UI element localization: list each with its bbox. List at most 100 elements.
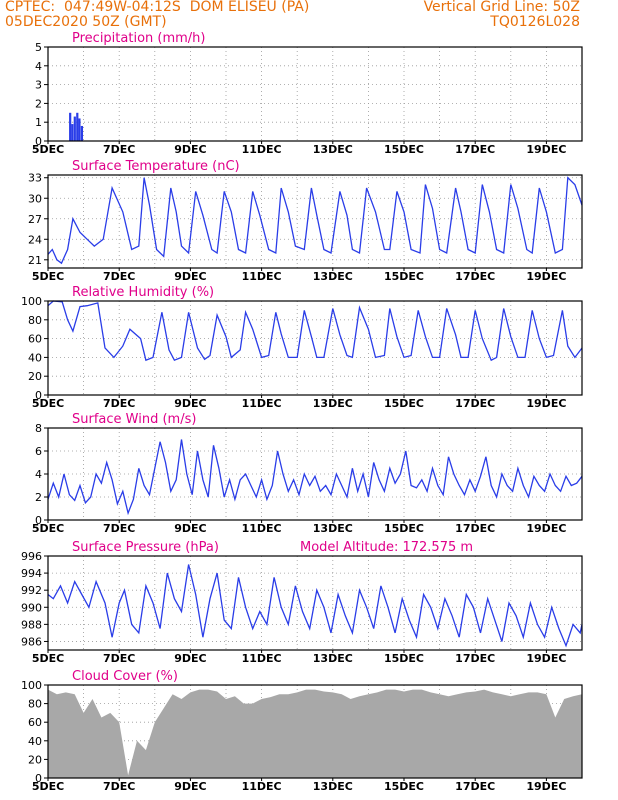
panel-title: Relative Humidity (%) — [72, 285, 214, 300]
x-tick-label: 15DEC — [384, 780, 424, 793]
y-tick-label: 30 — [28, 192, 42, 205]
precip-bar — [76, 112, 79, 141]
y-tick-label: 40 — [28, 735, 42, 748]
y-tick-label: 992 — [21, 584, 42, 597]
x-tick-label: 5DEC — [32, 270, 64, 283]
x-tick-label: 17DEC — [455, 780, 495, 793]
x-tick-label: 19DEC — [526, 270, 566, 283]
grid-line-label: Vertical Grid Line: 50Z — [423, 0, 580, 15]
x-tick-label: 19DEC — [526, 143, 566, 156]
x-tick-label: 19DEC — [526, 397, 566, 410]
x-tick-label: 13DEC — [313, 397, 353, 410]
x-tick-label: 13DEC — [313, 522, 353, 535]
x-tick-label: 11DEC — [242, 270, 282, 283]
x-tick-label: 17DEC — [455, 522, 495, 535]
y-tick-label: 60 — [28, 716, 42, 729]
x-tick-label: 5DEC — [32, 397, 64, 410]
x-tick-label: 7DEC — [103, 522, 135, 535]
y-tick-label: 100 — [21, 295, 42, 308]
y-tick-label: 0 — [35, 135, 42, 148]
x-tick-label: 7DEC — [103, 397, 135, 410]
cloud-cover-area — [48, 689, 582, 778]
y-tick-label: 33 — [28, 172, 42, 185]
panel-rh: 0 20 40 60 80 100 5DEC 7DEC 9DEC 11DEC 13DEC 15DEC 1… — [21, 285, 583, 410]
y-tick-label: 2 — [35, 491, 42, 504]
y-tick-label: 990 — [21, 601, 42, 614]
y-tick-label: 27 — [28, 213, 42, 226]
x-tick-label: 17DEC — [455, 270, 495, 283]
y-tick-label: 988 — [21, 618, 42, 631]
panel-title: Surface Pressure (hPa) — [72, 540, 219, 555]
panel-temp: 21 24 27 30 33 5DEC 7DEC 9DEC 11DEC 13DEC 15DEC 17D… — [28, 159, 583, 283]
model-altitude-label: Model Altitude: 172.575 m — [300, 540, 473, 555]
panel-pressure: 986 988 990 992 994 996 5DEC 7DEC 9DEC 11DEC 13DEC… — [21, 540, 583, 665]
panel-title: Surface Temperature (nC) — [72, 159, 240, 174]
y-tick-label: 986 — [21, 635, 42, 648]
pressure-line — [47, 564, 583, 648]
panel-frame — [47, 555, 583, 651]
x-tick-label: 11DEC — [242, 522, 282, 535]
x-tick-label: 11DEC — [242, 780, 282, 793]
temp-line — [47, 176, 583, 265]
run-date-label: 05DEC2020 50Z (GMT) — [5, 14, 167, 30]
x-tick-label: 19DEC — [526, 652, 566, 665]
x-tick-label: 15DEC — [384, 652, 424, 665]
x-tick-label: 7DEC — [103, 652, 135, 665]
x-tick-label: 5DEC — [32, 780, 64, 793]
y-tick-label: 0 — [35, 389, 42, 402]
x-tick-label: 13DEC — [313, 652, 353, 665]
panel-frame — [47, 46, 583, 142]
x-tick-label: 9DEC — [174, 652, 206, 665]
panel-frame — [47, 300, 583, 396]
y-tick-label: 5 — [35, 41, 42, 54]
y-tick-label: 20 — [28, 753, 42, 766]
y-tick-label: 3 — [35, 79, 42, 92]
panel-precip: 0 1 2 3 4 5 5DEC 7DEC 9DEC 11DEC 13DEC 15DEC 17DEC 19… — [32, 31, 583, 156]
x-tick-label: 17DEC — [455, 652, 495, 665]
panel-frame — [47, 684, 583, 779]
model-code-label: TQ0126L028 — [490, 14, 580, 30]
x-tick-label: 17DEC — [455, 397, 495, 410]
y-tick-label: 4 — [35, 60, 42, 73]
x-tick-label: 9DEC — [174, 522, 206, 535]
rh-line — [47, 300, 583, 362]
y-tick-label: 8 — [35, 422, 42, 435]
x-tick-label: 11DEC — [242, 652, 282, 665]
x-tick-label: 13DEC — [313, 780, 353, 793]
x-tick-label: 15DEC — [384, 522, 424, 535]
station-label: CPTEC: 047:49W-04:12S DOM ELISEU (PA) — [5, 0, 310, 15]
y-tick-label: 80 — [28, 698, 42, 711]
panel-wind: 0 2 4 6 8 5DEC 7DEC 9DEC 11DEC 13DEC 15DEC 17DEC 19D… — [32, 412, 583, 535]
x-tick-label: 19DEC — [526, 522, 566, 535]
panel-title: Cloud Cover (%) — [72, 669, 178, 684]
x-tick-label: 7DEC — [103, 143, 135, 156]
x-tick-label: 7DEC — [103, 270, 135, 283]
x-tick-label: 9DEC — [174, 270, 206, 283]
y-tick-label: 996 — [21, 550, 42, 563]
y-tick-label: 20 — [28, 370, 42, 383]
x-tick-label: 5DEC — [32, 652, 64, 665]
panel-title: Precipitation (mm/h) — [72, 31, 205, 46]
y-tick-label: 0 — [35, 772, 42, 785]
panel-frame — [47, 174, 583, 269]
y-tick-label: 0 — [35, 514, 42, 527]
x-tick-label: 15DEC — [384, 143, 424, 156]
y-tick-label: 994 — [21, 567, 42, 580]
y-tick-label: 1 — [35, 116, 42, 129]
x-tick-label: 7DEC — [103, 780, 135, 793]
y-tick-label: 24 — [28, 233, 42, 246]
x-tick-label: 5DEC — [32, 143, 64, 156]
y-tick-label: 21 — [28, 254, 42, 267]
panel-frame — [47, 427, 583, 521]
precip-bar — [80, 125, 84, 141]
x-tick-label: 9DEC — [174, 397, 206, 410]
precip-bar — [73, 116, 76, 141]
x-tick-label: 15DEC — [384, 270, 424, 283]
y-tick-label: 6 — [35, 445, 42, 458]
x-tick-label: 9DEC — [174, 780, 206, 793]
panel-title: Surface Wind (m/s) — [72, 412, 196, 427]
x-tick-label: 15DEC — [384, 397, 424, 410]
y-tick-label: 100 — [21, 679, 42, 692]
x-tick-label: 11DEC — [242, 143, 282, 156]
x-tick-label: 5DEC — [32, 522, 64, 535]
